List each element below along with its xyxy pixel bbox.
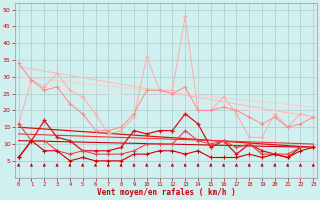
X-axis label: Vent moyen/en rafales ( km/h ): Vent moyen/en rafales ( km/h ) [97, 188, 235, 197]
